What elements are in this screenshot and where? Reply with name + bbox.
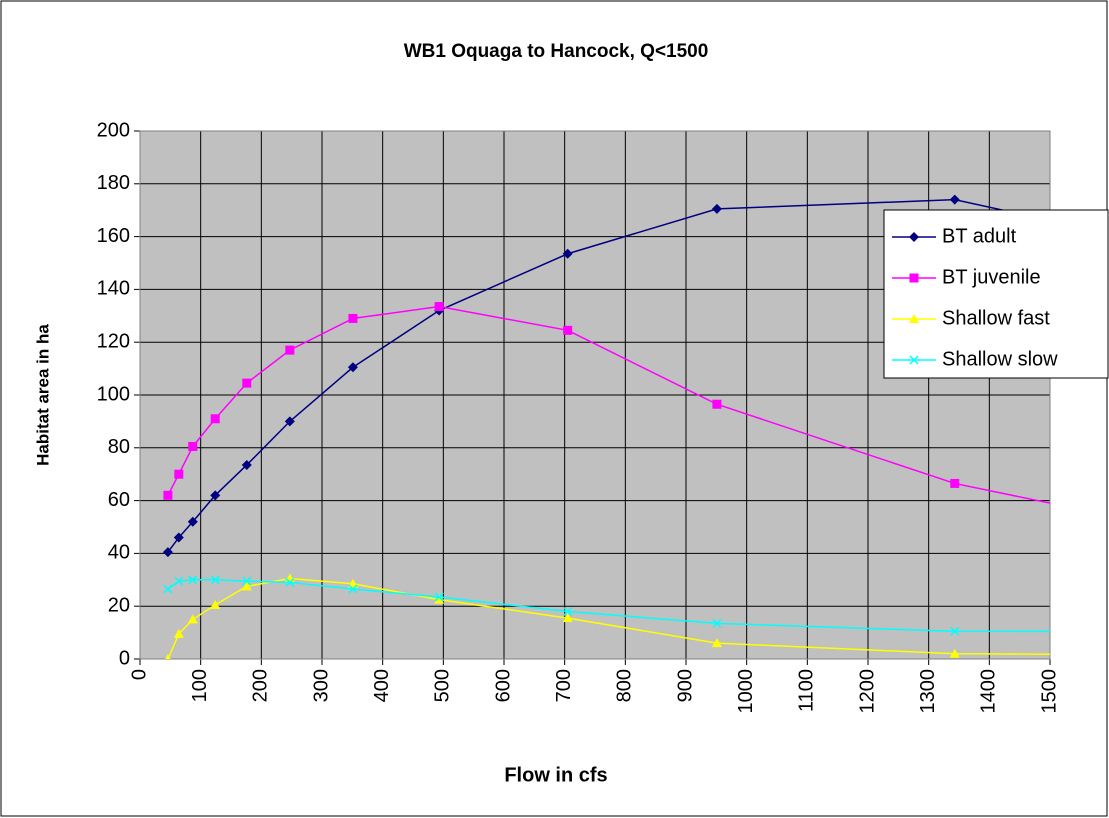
y-tick-label: 60 xyxy=(108,489,130,511)
x-tick-label: 1100 xyxy=(796,669,818,712)
marker xyxy=(241,581,252,591)
series-line xyxy=(167,305,1050,504)
y-tick-label: 140 xyxy=(97,278,130,300)
marker xyxy=(188,575,198,585)
x-tick-label: 100 xyxy=(189,669,211,702)
marker xyxy=(949,194,960,205)
marker xyxy=(284,416,295,427)
y-tick-label: 80 xyxy=(108,436,130,458)
x-tick-label: 1400 xyxy=(978,669,1000,714)
marker xyxy=(210,599,221,609)
marker xyxy=(174,576,184,586)
x-tick-label: 1000 xyxy=(735,669,757,714)
x-tick-label: 1500 xyxy=(1038,669,1060,714)
y-tick-label: 20 xyxy=(108,594,130,616)
marker xyxy=(909,232,919,242)
x-tick-label: 300 xyxy=(310,669,332,702)
chart-title: WB1 Oquaga to Hancock, Q<1500 xyxy=(404,41,709,62)
x-tick-label: 700 xyxy=(553,669,575,702)
marker xyxy=(712,618,722,628)
marker xyxy=(950,478,960,488)
x-tick-label: 400 xyxy=(371,669,393,702)
marker xyxy=(563,606,573,617)
x-tick-label: 0 xyxy=(128,669,150,680)
marker xyxy=(434,302,444,312)
grid: 0 20 40 60 80 100 120 140 160 180 200 0 100 200 300 400… xyxy=(97,119,1061,713)
marker xyxy=(563,325,573,335)
marker xyxy=(434,592,444,602)
marker xyxy=(348,584,358,594)
marker xyxy=(165,654,171,659)
marker xyxy=(434,594,445,604)
marker xyxy=(163,584,173,594)
x-axis-label: Flow in cfs xyxy=(504,764,607,786)
marker xyxy=(210,575,220,585)
marker xyxy=(242,378,252,388)
marker xyxy=(210,490,221,501)
marker xyxy=(187,516,198,527)
legend-box xyxy=(883,209,1109,379)
marker xyxy=(285,345,295,355)
marker xyxy=(711,203,722,214)
marker xyxy=(950,626,960,636)
marker xyxy=(187,614,198,624)
marker xyxy=(242,576,252,586)
marker xyxy=(241,459,252,470)
x-tick-label: 500 xyxy=(432,669,454,702)
marker xyxy=(348,313,358,323)
marker xyxy=(909,355,919,365)
marker xyxy=(909,314,919,323)
marker xyxy=(210,414,220,424)
y-tick-label: 200 xyxy=(97,119,130,141)
y-tick-label: 0 xyxy=(119,647,130,669)
legend-label: BT juvenile xyxy=(942,266,1041,288)
marker xyxy=(174,469,184,479)
marker xyxy=(173,532,184,543)
x-tick-label: 200 xyxy=(250,669,272,702)
x-tick-label: 600 xyxy=(492,669,514,702)
marker xyxy=(163,490,173,500)
y-tick-label: 100 xyxy=(97,383,130,405)
x-tick-label: 900 xyxy=(674,669,696,702)
legend: BT adult BT juvenile Shallow fast Shallow s… xyxy=(883,209,1109,379)
y-tick-label: 180 xyxy=(97,172,130,194)
marker xyxy=(347,362,358,373)
series-line xyxy=(167,579,1050,633)
marker xyxy=(285,577,295,587)
x-tick-label: 800 xyxy=(614,669,636,702)
legend-label: Shallow fast xyxy=(942,307,1050,329)
legend-label: Shallow slow xyxy=(942,348,1058,370)
marker xyxy=(162,547,173,558)
legend-label: BT adult xyxy=(942,225,1017,247)
x-tick-label: 1200 xyxy=(856,669,878,714)
marker xyxy=(909,273,919,283)
y-tick-label: 160 xyxy=(97,225,130,247)
y-tick-label: 40 xyxy=(108,542,130,564)
plot xyxy=(162,194,1050,659)
plot-frame xyxy=(139,130,1051,660)
marker xyxy=(949,648,960,658)
marker xyxy=(188,441,198,451)
marker xyxy=(712,399,722,409)
y-tick-label: 120 xyxy=(97,330,130,352)
marker xyxy=(711,638,722,648)
marker xyxy=(562,248,573,259)
marker xyxy=(173,628,184,638)
marker xyxy=(562,613,573,623)
y-axis-label: Habitat area in ha xyxy=(33,324,52,466)
x-tick-label: 1300 xyxy=(917,669,939,714)
